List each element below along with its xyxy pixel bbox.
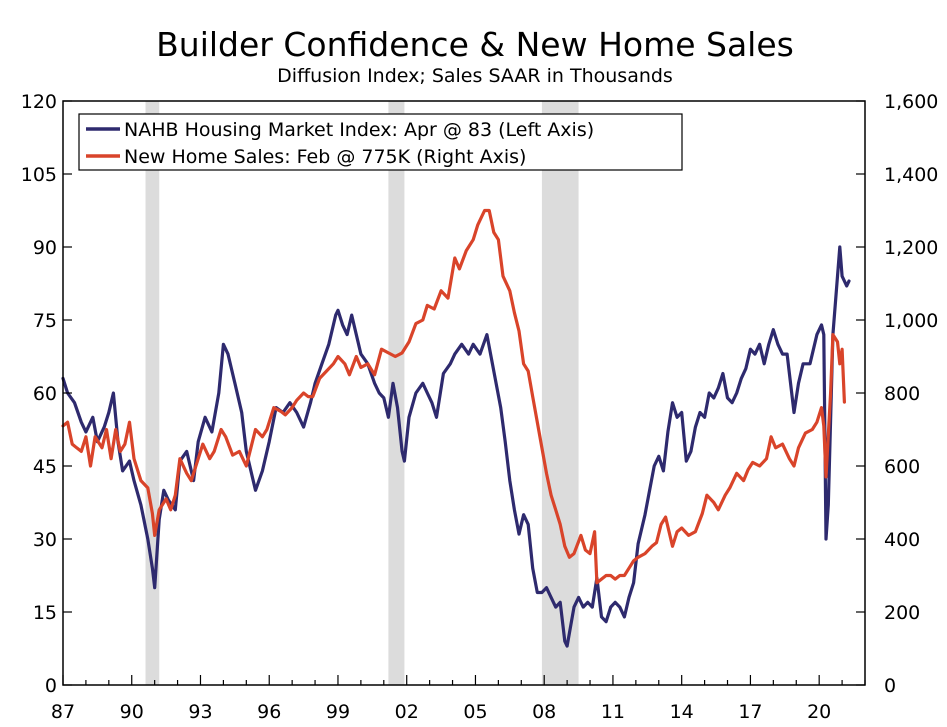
left-tick-label-5: 75 [33, 310, 57, 332]
recession-band-0 [145, 101, 160, 685]
legend-box [78, 113, 683, 171]
right-tick-label-7: 1,400 [884, 164, 938, 186]
left-tick-label-6: 90 [33, 237, 57, 259]
legend-label-nahb: NAHB Housing Market Index: Apr @ 83 (Lef… [124, 119, 594, 141]
x-tick-label-3: 96 [257, 701, 281, 723]
chart-subtitle: Diffusion Index; Sales SAAR in Thousands [277, 65, 673, 87]
series-line-1 [61, 208, 847, 585]
x-tick-label-8: 11 [601, 701, 625, 723]
right-tick-label-0: 0 [884, 675, 896, 697]
series-lines [61, 208, 851, 648]
x-tick-label-7: 08 [532, 701, 556, 723]
left-tick-label-2: 30 [33, 529, 57, 551]
right-tick-label-5: 1,000 [884, 310, 938, 332]
series-line-0 [61, 245, 851, 648]
right-tick-label-4: 800 [884, 383, 920, 405]
left-tick-label-3: 45 [33, 456, 57, 478]
x-tick-label-0: 87 [51, 701, 75, 723]
x-tick-label-4: 99 [326, 701, 350, 723]
left-tick-label-7: 105 [21, 164, 57, 186]
x-tick-label-6: 05 [463, 701, 487, 723]
x-tick-label-5: 02 [395, 701, 419, 723]
x-tick-label-11: 20 [807, 701, 831, 723]
x-tick-label-9: 14 [670, 701, 694, 723]
right-axis: 0 200 400 600 800 1,000 1,200 1,400 1,600 [856, 91, 938, 697]
left-tick-label-8: 120 [21, 91, 57, 113]
plot-frame [62, 100, 866, 686]
left-axis: 0 15 30 45 60 75 90 105 120 [21, 91, 72, 697]
x-tick-label-1: 90 [120, 701, 144, 723]
left-tick-label-4: 60 [33, 383, 57, 405]
recession-band-2 [541, 101, 579, 685]
left-tick-label-1: 15 [33, 602, 57, 624]
x-tick-label-2: 93 [188, 701, 212, 723]
left-tick-label-0: 0 [45, 675, 57, 697]
right-tick-label-6: 1,200 [884, 237, 938, 259]
x-axis: 87 90 93 96 99 02 05 08 11 14 17 20 [51, 675, 866, 723]
chart-title: Builder Confidence & New Home Sales [156, 25, 794, 64]
right-tick-label-8: 1,600 [884, 91, 938, 113]
right-tick-label-1: 200 [884, 602, 920, 624]
legend: NAHB Housing Market Index: Apr @ 83 (Lef… [78, 113, 683, 171]
legend-label-new-home-sales: New Home Sales: Feb @ 775K (Right Axis) [124, 146, 526, 168]
recession-bands [145, 101, 579, 685]
right-tick-label-3: 600 [884, 456, 920, 478]
x-tick-label-10: 17 [738, 701, 762, 723]
right-tick-label-2: 400 [884, 529, 920, 551]
